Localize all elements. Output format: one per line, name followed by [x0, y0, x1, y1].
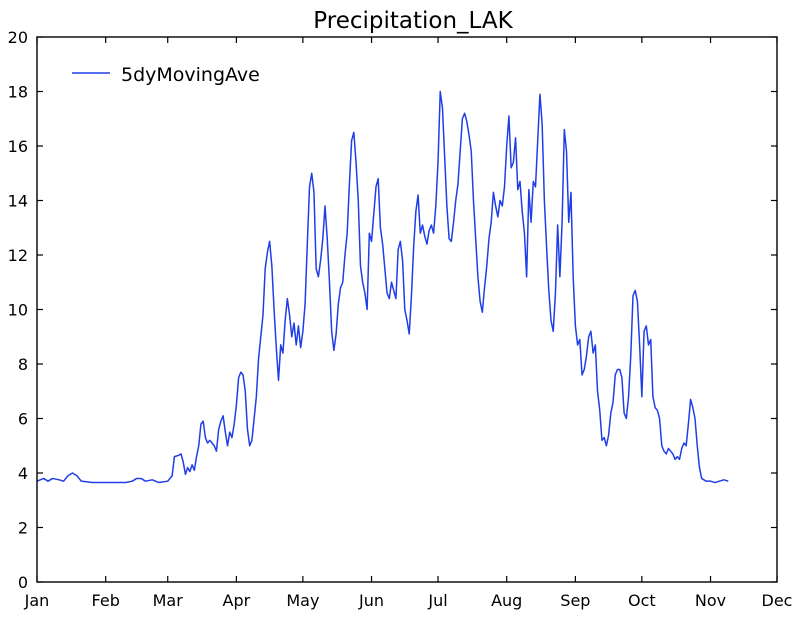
x-tick-label: Mar	[153, 591, 184, 610]
y-tick-label: 14	[8, 192, 28, 211]
y-tick-label: 8	[18, 355, 28, 374]
x-tick-label: Nov	[695, 591, 726, 610]
x-tick-label: Jan	[24, 591, 50, 610]
y-tick-label: 16	[8, 137, 28, 156]
y-tick-label: 2	[18, 519, 28, 538]
x-tick-label: Jun	[358, 591, 384, 610]
x-tick-label: May	[286, 591, 319, 610]
x-tick-label: Sep	[560, 591, 590, 610]
x-tick-label: Apr	[223, 591, 251, 610]
x-tick-label: Jul	[427, 591, 447, 610]
y-tick-label: 12	[8, 246, 28, 265]
chart-title: Precipitation_LAK	[313, 8, 513, 34]
x-tick-label: Oct	[628, 591, 656, 610]
y-tick-label: 20	[8, 28, 28, 47]
y-tick-label: 10	[8, 301, 28, 320]
y-tick-label: 0	[18, 573, 28, 592]
y-tick-label: 6	[18, 410, 28, 429]
y-tick-label: 18	[8, 83, 28, 102]
plot-area-frame	[36, 36, 778, 583]
x-tick-label: Aug	[491, 591, 522, 610]
y-tick-label: 4	[18, 464, 28, 483]
series-line-5dyMovingAve	[36, 90, 729, 484]
x-tick-label: Feb	[92, 591, 120, 610]
legend: 5dyMovingAve	[72, 64, 260, 86]
x-tick-label: Dec	[762, 591, 793, 610]
axes: 0 2 4 6 8 10 12 14 16 18 20 Jan Feb Mar Apr May Jun Jul Au…	[8, 28, 793, 610]
series-layer	[36, 90, 729, 484]
legend-label: 5dyMovingAve	[121, 64, 260, 86]
